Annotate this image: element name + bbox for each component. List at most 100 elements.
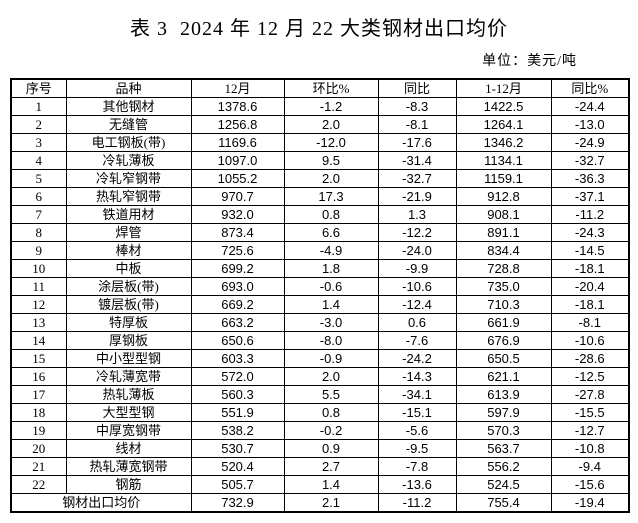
variety-name: 镀层板(带) [65,295,192,314]
yoy-value: -10.6 [377,277,457,296]
mom-pct-value: 0.8 [283,205,379,224]
row-no: 9 [10,241,67,260]
variety-name: 热轧薄宽钢带 [65,457,192,476]
variety-name: 冷轧薄宽带 [65,367,192,386]
jan-dec-value: 735.0 [455,277,552,296]
variety-name: 电工钢板(带) [65,133,192,152]
dec-value: 650.6 [190,331,285,350]
table-row: 21 热轧薄宽钢带 520.4 2.7 -7.8 556.2 -9.4 [10,457,630,476]
jan-dec-value: 597.9 [455,403,552,422]
column-header-variety: 品种 [65,78,192,98]
dec-value: 970.7 [190,187,285,206]
mom-pct-value: 1.4 [283,295,379,314]
jan-dec-value: 570.3 [455,421,552,440]
mom-pct-value: -1.2 [283,97,379,116]
unit-label: 单位：美元/吨 [482,54,577,69]
yoy-pct-value: -24.3 [550,223,630,242]
yoy-value: -34.1 [377,385,457,404]
yoy-pct-value: -18.1 [550,295,630,314]
variety-name: 大型型钢 [65,403,192,422]
yoy-pct-value: -24.4 [550,97,630,116]
yoy-value: -7.8 [377,457,457,476]
export-price-table: 序号 品种 12月 环比% 同比 1-12月 同比% 1 其他钢材 1378.6 -1… [10,78,630,513]
variety-name: 厚钢板 [65,331,192,350]
jan-dec-value: 650.5 [455,349,552,368]
yoy-pct-value: -32.7 [550,151,630,170]
table-row: 13 特厚板 663.2 -3.0 0.6 661.9 -8.1 [10,313,630,332]
variety-name: 钢筋 [65,475,192,494]
variety-name: 热轧窄钢带 [65,187,192,206]
dec-value: 1055.2 [190,169,285,188]
variety-name: 中小型型钢 [65,349,192,368]
yoy-pct-value: -28.6 [550,349,630,368]
row-no: 13 [10,313,67,332]
mom-pct-value: -12.0 [283,133,379,152]
dec-value: 551.9 [190,403,285,422]
yoy-pct-value: -24.9 [550,133,630,152]
yoy-value: -5.6 [377,421,457,440]
yoy-value: -13.6 [377,475,457,494]
yoy-value: -32.7 [377,169,457,188]
mom-pct-value: 5.5 [283,385,379,404]
yoy-pct-value: -11.2 [550,205,630,224]
dec-value: 873.4 [190,223,285,242]
table-row: 4 冷轧薄板 1097.0 9.5 -31.4 1134.1 -32.7 [10,151,630,170]
jan-dec-value: 661.9 [455,313,552,332]
mom-pct-value: -0.6 [283,277,379,296]
jan-dec-value: 556.2 [455,457,552,476]
variety-name: 无缝管 [65,115,192,134]
jan-dec-value: 891.1 [455,223,552,242]
table-row: 15 中小型型钢 603.3 -0.9 -24.2 650.5 -28.6 [10,349,630,368]
yoy-pct-value: -37.1 [550,187,630,206]
mom-pct-value: 6.6 [283,223,379,242]
yoy-pct-value: -15.5 [550,403,630,422]
column-header-yoy-pct: 同比% [550,78,630,98]
mom-pct-value: 1.8 [283,259,379,278]
yoy-value: -24.0 [377,241,457,260]
yoy-pct-value: -18.1 [550,259,630,278]
dec-value: 1378.6 [190,97,285,116]
mom-pct-value: -0.9 [283,349,379,368]
table-row: 5 冷轧窄钢带 1055.2 2.0 -32.7 1159.1 -36.3 [10,169,630,188]
yoy-pct-value: -12.5 [550,367,630,386]
variety-name: 其他钢材 [65,97,192,116]
yoy-value: -31.4 [377,151,457,170]
dec-value: 1169.6 [190,133,285,152]
table-row: 10 中板 699.2 1.8 -9.9 728.8 -18.1 [10,259,630,278]
total-yoy-value: -11.2 [377,493,457,513]
mom-pct-value: 2.0 [283,115,379,134]
jan-dec-value: 1159.1 [455,169,552,188]
yoy-pct-value: -14.5 [550,241,630,260]
jan-dec-value: 1346.2 [455,133,552,152]
yoy-value: -17.6 [377,133,457,152]
variety-name: 冷轧窄钢带 [65,169,192,188]
total-mom-pct-value: 2.1 [283,493,379,513]
dec-value: 530.7 [190,439,285,458]
row-no: 19 [10,421,67,440]
yoy-value: -15.1 [377,403,457,422]
jan-dec-value: 524.5 [455,475,552,494]
variety-name: 涂层板(带) [65,277,192,296]
dec-value: 693.0 [190,277,285,296]
table-row: 11 涂层板(带) 693.0 -0.6 -10.6 735.0 -20.4 [10,277,630,296]
mom-pct-value: 0.9 [283,439,379,458]
dec-value: 1097.0 [190,151,285,170]
mom-pct-value: 0.8 [283,403,379,422]
row-no: 10 [10,259,67,278]
jan-dec-value: 613.9 [455,385,552,404]
jan-dec-value: 710.3 [455,295,552,314]
yoy-value: -14.3 [377,367,457,386]
row-no: 21 [10,457,67,476]
mom-pct-value: -3.0 [283,313,379,332]
table-header-row: 序号 品种 12月 环比% 同比 1-12月 同比% [10,78,630,98]
variety-name: 棒材 [65,241,192,260]
dec-value: 520.4 [190,457,285,476]
yoy-value: -21.9 [377,187,457,206]
dec-value: 538.2 [190,421,285,440]
column-header-mom-pct: 环比% [283,78,379,98]
dec-value: 699.2 [190,259,285,278]
yoy-pct-value: -9.4 [550,457,630,476]
row-no: 22 [10,475,67,494]
table-row: 8 焊管 873.4 6.6 -12.2 891.1 -24.3 [10,223,630,242]
mom-pct-value: 2.0 [283,367,379,386]
